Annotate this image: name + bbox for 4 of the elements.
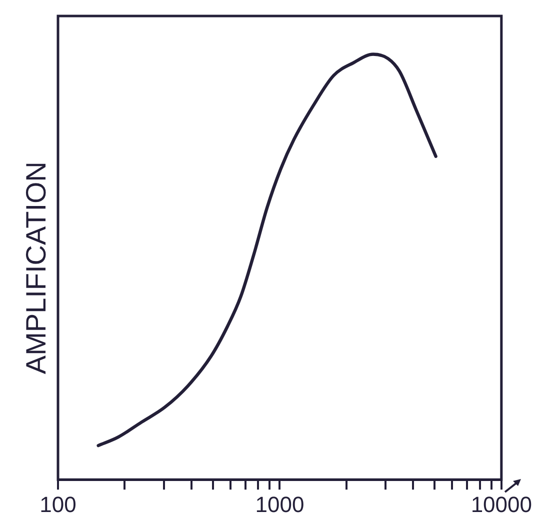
y-axis-title: AMPLIFICATION [20, 161, 52, 374]
x-tick-label: 1000 [255, 492, 304, 517]
x-tick-label: 100 [40, 492, 76, 517]
x-tick-label: 10000 [470, 492, 532, 517]
